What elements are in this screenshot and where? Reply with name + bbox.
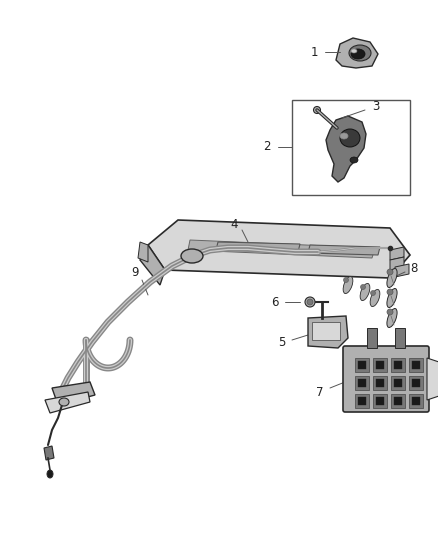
Bar: [409, 394, 423, 408]
Ellipse shape: [343, 277, 353, 294]
Polygon shape: [395, 264, 409, 277]
Ellipse shape: [59, 398, 69, 406]
Bar: [395, 328, 405, 348]
Bar: [391, 394, 405, 408]
Polygon shape: [390, 247, 404, 260]
Ellipse shape: [305, 297, 315, 307]
Ellipse shape: [360, 285, 365, 289]
Ellipse shape: [314, 107, 321, 114]
Polygon shape: [45, 392, 90, 413]
Ellipse shape: [340, 133, 348, 139]
Polygon shape: [188, 240, 375, 258]
Ellipse shape: [340, 129, 360, 147]
Polygon shape: [148, 220, 410, 278]
Ellipse shape: [307, 299, 313, 305]
Bar: [373, 358, 387, 372]
Polygon shape: [390, 257, 404, 270]
Bar: [312, 322, 340, 340]
Polygon shape: [427, 358, 438, 400]
Bar: [412, 361, 420, 369]
Bar: [358, 361, 366, 369]
Text: 2: 2: [263, 141, 271, 154]
Ellipse shape: [387, 269, 397, 287]
Bar: [373, 394, 387, 408]
Ellipse shape: [387, 269, 393, 275]
Ellipse shape: [343, 278, 349, 282]
Text: 8: 8: [410, 262, 418, 276]
Text: 4: 4: [230, 219, 238, 231]
Bar: [292, 100, 410, 195]
Text: 7: 7: [316, 385, 324, 399]
Polygon shape: [44, 446, 54, 460]
Ellipse shape: [47, 470, 53, 478]
Bar: [391, 358, 405, 372]
Ellipse shape: [351, 49, 357, 53]
Bar: [376, 397, 384, 405]
Bar: [409, 376, 423, 390]
Bar: [355, 358, 369, 372]
Polygon shape: [326, 116, 366, 182]
FancyBboxPatch shape: [343, 346, 429, 412]
Bar: [358, 397, 366, 405]
Ellipse shape: [387, 309, 397, 327]
Ellipse shape: [371, 290, 375, 295]
Text: 5: 5: [278, 336, 286, 350]
Bar: [391, 376, 405, 390]
Ellipse shape: [350, 157, 358, 163]
Bar: [376, 379, 384, 387]
Bar: [394, 379, 402, 387]
Bar: [367, 328, 377, 348]
Bar: [412, 397, 420, 405]
Polygon shape: [52, 382, 95, 405]
Text: 1: 1: [310, 45, 318, 59]
Polygon shape: [140, 245, 165, 285]
Ellipse shape: [387, 289, 393, 295]
Text: 6: 6: [271, 295, 279, 309]
Polygon shape: [308, 245, 380, 255]
Ellipse shape: [349, 45, 371, 61]
Ellipse shape: [387, 288, 397, 308]
Bar: [355, 394, 369, 408]
Bar: [358, 379, 366, 387]
Polygon shape: [138, 242, 148, 262]
Bar: [373, 376, 387, 390]
Bar: [394, 361, 402, 369]
Ellipse shape: [181, 249, 203, 263]
Text: 9: 9: [131, 266, 139, 279]
Polygon shape: [216, 242, 300, 252]
Ellipse shape: [351, 49, 365, 59]
Bar: [355, 376, 369, 390]
Ellipse shape: [360, 284, 370, 301]
Bar: [394, 397, 402, 405]
Polygon shape: [308, 316, 348, 348]
Bar: [376, 361, 384, 369]
Bar: [412, 379, 420, 387]
Ellipse shape: [370, 289, 380, 306]
Bar: [409, 358, 423, 372]
Text: 3: 3: [372, 101, 380, 114]
Ellipse shape: [387, 309, 393, 315]
Polygon shape: [336, 38, 378, 68]
